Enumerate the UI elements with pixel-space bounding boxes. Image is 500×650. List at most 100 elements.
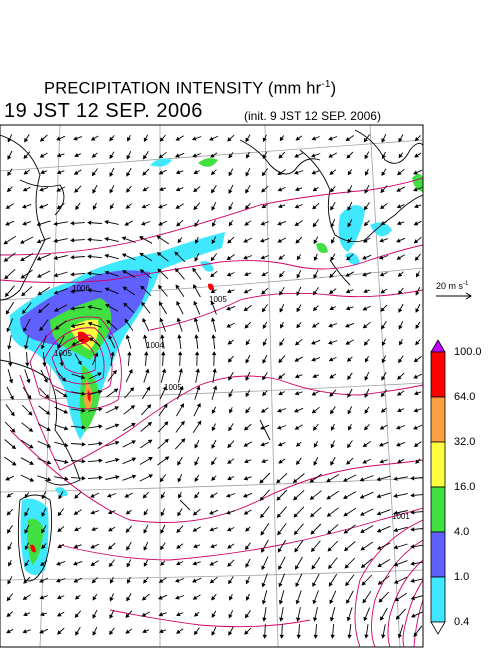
wind-vector-head	[56, 630, 62, 635]
wind-vector-head	[24, 545, 29, 551]
wind-vector-head	[363, 238, 368, 243]
wind-vector-head	[80, 375, 86, 380]
wind-vector-head	[210, 544, 215, 549]
wind-vector-head	[42, 362, 47, 367]
wind-vector-head	[87, 220, 92, 225]
wind-vector-head	[410, 561, 415, 566]
wind-vector-head	[393, 527, 398, 533]
wind-vector-head	[98, 441, 103, 446]
wind-vector-head	[397, 272, 403, 277]
wind-vector-head	[294, 408, 299, 413]
wind-vector-head	[53, 221, 58, 226]
wind-vector-head	[143, 546, 148, 551]
wind-vector-head	[175, 578, 180, 583]
wind-vector-head	[23, 154, 28, 160]
wind-vector-head	[126, 155, 131, 160]
wind-vector-head	[226, 323, 231, 328]
wind-vector-head	[143, 137, 148, 143]
wind-vector-head	[381, 154, 386, 159]
wind-vector-head	[211, 188, 216, 194]
wind-vector-head	[57, 612, 62, 617]
wind-vector-head	[414, 136, 420, 142]
wind-vector-head	[130, 405, 136, 410]
wind-vector-head	[194, 239, 199, 244]
wind-vector-head	[327, 340, 333, 345]
wind-vector-head	[39, 595, 44, 600]
wind-vector-head	[261, 188, 266, 193]
wind-vector-head	[293, 513, 298, 518]
wind-vector-head	[329, 170, 334, 175]
wind-vector-head	[398, 325, 403, 330]
wind-vector-head	[327, 547, 332, 552]
wind-vector-head	[125, 613, 130, 618]
wind-vector-head	[92, 614, 97, 619]
wind-vector-head	[228, 613, 233, 619]
wind-vector-head	[292, 478, 298, 484]
wind-vector-head	[363, 288, 368, 294]
wind-vector-head	[124, 221, 129, 226]
wind-vector-head	[98, 475, 103, 480]
wind-vector-head	[63, 409, 69, 414]
wind-vector-head	[228, 376, 233, 381]
wind-vector-head	[6, 629, 11, 634]
wind-vector-head	[193, 317, 199, 322]
wind-vector-head	[192, 527, 198, 532]
wind-vector-head	[261, 204, 267, 209]
wind-vector-head	[312, 599, 317, 605]
wind-vector-head	[209, 493, 215, 498]
wind-vector-head	[87, 237, 92, 242]
wind-vector-head	[21, 204, 27, 209]
wind-vector-head	[90, 136, 96, 141]
wind-vector-head	[74, 153, 79, 157]
wind-vector-head	[413, 374, 418, 379]
wind-vector-head	[311, 391, 317, 396]
wind-vector-head	[160, 545, 165, 551]
wind-vector-head	[243, 238, 248, 243]
wind-vector-head	[53, 238, 58, 243]
wind-vector-head	[6, 493, 12, 498]
wind-vector-head	[311, 409, 317, 414]
wind-vector-head	[311, 565, 316, 570]
wind-vector-head	[410, 510, 415, 515]
wind-vector-head	[228, 221, 233, 227]
wind-vector-head	[398, 153, 403, 159]
colorbar-under-triangle	[430, 621, 446, 635]
wind-vector-head	[376, 476, 381, 482]
wind-vector-head	[244, 272, 249, 277]
wind-vector-head	[41, 494, 46, 500]
wind-vector-head	[24, 529, 29, 534]
wind-vector-head	[194, 461, 199, 466]
wind-vector-head	[227, 562, 232, 567]
wind-vector-head	[146, 386, 151, 391]
wind-vector-head	[345, 323, 350, 328]
wind-vector-head	[312, 290, 318, 296]
wind-vector-head	[128, 368, 133, 374]
wind-vector-head	[380, 408, 386, 413]
wind-vector-head	[194, 477, 199, 483]
wind-vector-head	[142, 154, 148, 160]
wind-vector-head	[410, 595, 415, 601]
wind-vector-head	[362, 459, 367, 464]
wind-vector-head	[330, 256, 335, 262]
wind-vector-head	[195, 368, 200, 373]
wind-vector-head	[245, 340, 250, 346]
wind-vector-head	[294, 357, 299, 362]
wind-vector-head	[345, 581, 350, 587]
wind-vector-head	[73, 136, 78, 141]
wind-vector-head	[177, 238, 182, 244]
wind-vector-head	[381, 634, 386, 639]
wind-vector-head	[145, 368, 150, 374]
wind-vector-head	[328, 323, 333, 328]
wind-vector-head	[162, 385, 167, 391]
wind-vector-head	[10, 411, 15, 417]
wind-vector-head	[294, 222, 300, 227]
wind-vector-head	[22, 187, 28, 192]
wind-vector-head	[393, 579, 399, 584]
wind-vector-head	[192, 267, 197, 273]
wind-vector-head	[58, 494, 63, 500]
wind-vector-head	[328, 153, 333, 158]
wind-vector-head	[394, 597, 400, 602]
wind-vector-head	[415, 291, 420, 296]
wind-vector-head	[194, 351, 200, 356]
wind-vector-head	[329, 273, 334, 279]
